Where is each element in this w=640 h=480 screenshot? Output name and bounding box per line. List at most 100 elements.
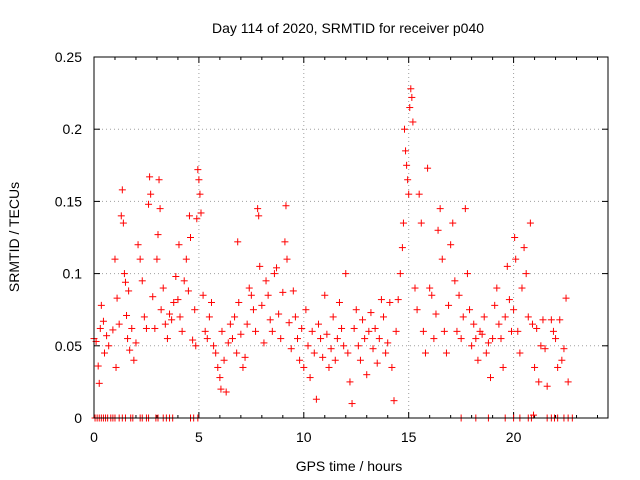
data-point [258,301,266,309]
data-point [409,118,417,126]
data-point [100,349,108,357]
data-point [329,313,337,321]
data-point [159,284,167,292]
y-tick-label: 0.05 [55,338,82,354]
data-point [440,327,448,335]
data-point [157,306,165,314]
plot-frame [93,56,609,419]
data-point [484,339,492,347]
data-point [283,255,291,263]
data-point [153,255,161,263]
data-point [123,311,131,319]
data-point [375,335,383,343]
data-point [151,324,159,332]
data-point [289,287,297,295]
data-point [346,378,354,386]
data-point [510,306,518,314]
data-point [524,313,532,321]
data-point [118,186,126,194]
data-point [520,244,528,252]
data-point [453,327,461,335]
data-point [398,244,406,252]
data-point [191,306,199,314]
x-tick-label: 15 [401,429,417,445]
data-point [217,385,225,393]
data-point [457,335,465,343]
data-point [170,298,178,306]
data-point [266,316,274,324]
y-tick-label: 0 [74,410,82,426]
data-point [497,335,505,343]
data-point [231,313,239,321]
data-point [549,327,557,335]
data-point [421,349,429,357]
data-point [247,291,255,299]
data-point [411,284,419,292]
data-point [528,320,536,328]
data-point [442,349,450,357]
data-point [342,270,350,278]
y-tick-label: 0.2 [63,121,83,137]
data-point [287,345,295,353]
data-point [112,363,120,371]
data-point [300,363,308,371]
data-point [369,345,377,353]
data-point [321,291,329,299]
data-point [94,362,102,370]
data-point [199,291,207,299]
data-point [214,363,222,371]
data-point [121,278,129,286]
data-point [333,335,341,343]
data-point [226,320,234,328]
data-point [560,345,568,353]
data-point [197,209,205,217]
data-point [499,363,507,371]
data-point [388,363,396,371]
data-point [296,356,304,364]
data-point [554,363,562,371]
data-point [430,335,438,343]
data-point [408,93,416,101]
data-point [109,326,117,334]
data-point [228,335,236,343]
data-point [237,330,245,338]
data-point [176,313,184,321]
data-point [371,324,379,332]
data-point [495,320,503,328]
data-point [354,342,362,350]
data-point [514,327,522,335]
data-point [241,353,249,361]
data-point [180,277,188,285]
data-point [373,359,381,367]
data-point [547,316,555,324]
data-point [489,335,497,343]
data-point [426,284,434,292]
data-point [96,324,104,332]
data-point [386,298,394,306]
data-point [518,284,526,292]
data-point [512,255,520,263]
x-tick-label: 5 [195,429,203,445]
data-point [155,176,163,184]
data-point [256,262,264,270]
data-point [168,316,176,324]
data-point [365,327,373,335]
data-point [359,316,367,324]
data-point [445,301,453,309]
data-point [480,313,488,321]
data-point [222,388,230,396]
data-point [552,335,560,343]
data-point [363,371,371,379]
data-point [196,190,204,198]
data-point [308,327,316,335]
y-tick-label: 0.15 [55,193,82,209]
data-point [302,306,310,314]
data-point [195,176,203,184]
data-point [516,349,524,357]
data-point [193,215,201,223]
data-point [205,313,213,321]
data-point [447,241,455,249]
data-point [275,310,283,318]
data-point [136,255,144,263]
data-point [140,313,148,321]
